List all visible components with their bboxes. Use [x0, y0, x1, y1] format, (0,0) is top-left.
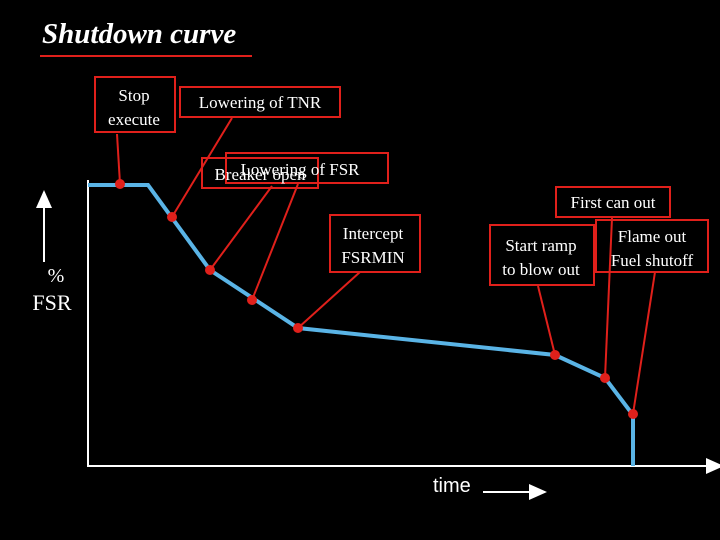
callout-arrow: [537, 285, 560, 360]
callout-label: Lowering of FSR: [241, 160, 361, 179]
callout-arrow: [115, 133, 125, 189]
callout-arrow: [247, 183, 299, 305]
callout-label: Lowering of TNR: [199, 93, 322, 112]
callout-label: Stop: [118, 86, 149, 105]
x-label: time: [433, 475, 471, 497]
callout-label: to blow out: [502, 260, 580, 279]
callout-arrow: [628, 271, 656, 419]
callout-box: [595, 219, 709, 273]
callout-box: [489, 224, 595, 286]
shutdown-curve: [88, 183, 635, 466]
callout-label: Start ramp: [505, 236, 576, 255]
callout-arrow: [293, 271, 361, 333]
callout-label: First can out: [571, 193, 656, 212]
callout-arrow: [600, 217, 613, 383]
callout-box: [329, 214, 421, 273]
callout-box: [94, 76, 176, 133]
callout-box: [179, 86, 341, 118]
callout-arrow: [205, 185, 273, 275]
title: Shutdown curve: [42, 18, 236, 50]
callout-box: [201, 157, 319, 189]
y-label: %: [48, 265, 65, 287]
callout-label: execute: [108, 110, 160, 129]
callout-label: Fuel shutoff: [611, 251, 694, 270]
callout-label: Flame out: [618, 227, 687, 246]
callout-label: FSRMIN: [341, 248, 404, 267]
callout-label: Breaker open: [214, 165, 306, 184]
callout-label: Intercept: [343, 224, 404, 243]
callout-box: [555, 186, 671, 218]
callout-box: [225, 152, 389, 184]
y-label: FSR: [32, 290, 71, 315]
